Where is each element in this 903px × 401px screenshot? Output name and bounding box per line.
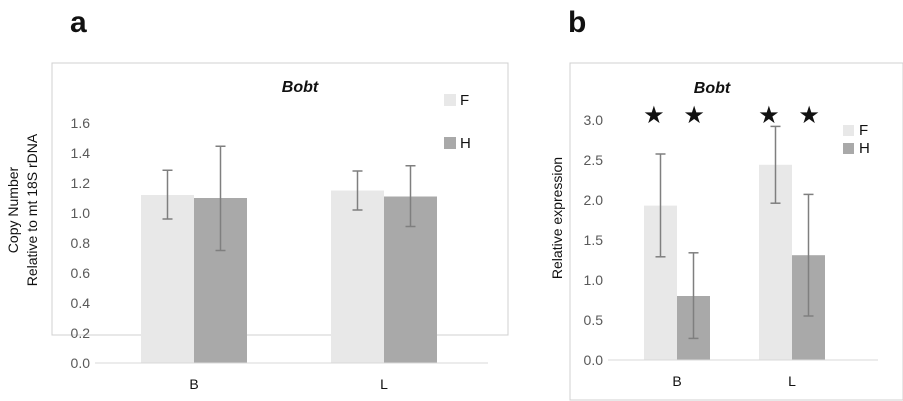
chart-b-y-tick-label: 3.0 [584,112,604,128]
chart-a-y-axis-label: Copy Number [5,166,21,253]
chart-b-y-tick-label: 0.0 [584,352,604,368]
chart-a-bar-F-B [141,195,194,363]
panel-label-a: a [70,6,87,39]
chart-b-y-tick-label: 1.0 [584,272,604,288]
chart-a-y-tick-label: 1.2 [71,175,91,191]
chart-b-legend-swatch-H [843,143,854,154]
chart-a-legend-swatch-H [444,137,456,149]
chart-a-legend-label: H [460,135,471,152]
chart-b-significance-stars: ★ ★ [758,102,826,129]
chart-b-y-tick-label: 2.5 [584,152,604,168]
chart-b-title: Bobt [694,80,731,97]
chart-b-significance-stars: ★ ★ [643,102,711,129]
chart-b-legend-label: H [859,140,870,157]
chart-b-y-tick-label: 1.5 [584,232,604,248]
chart-b-y-tick-label: 0.5 [584,312,604,328]
chart-a-y-tick-label: 1.0 [71,205,91,221]
chart-a-y-tick-label: 0.4 [71,295,91,311]
chart-a-title: Bobt [282,79,319,96]
chart-b-frame [569,62,903,401]
chart-a-y-tick-label: 0.2 [71,325,91,341]
chart-b-y-axis-label: Relative expression [549,157,565,279]
chart-b-legend-label: F [859,122,868,139]
chart-a-legend-label: F [460,92,469,109]
chart-b-y-tick-label: 2.0 [584,192,604,208]
chart-a-frame [51,62,509,336]
chart-a-legend-swatch-F [444,94,456,106]
chart-a-y-tick-label: 1.6 [71,115,91,131]
chart-a-y-axis-label: Relative to mt 18S rDNA [24,133,40,286]
chart-b-legend-swatch-F [843,125,854,136]
chart-a-y-tick-label: 1.4 [71,145,91,161]
chart-a-x-tick-label: B [189,376,198,392]
chart-a-y-tick-label: 0.8 [71,235,91,251]
panel-label-b: b [568,6,587,39]
chart-b-x-tick-label: L [788,373,796,389]
chart-a-y-tick-label: 0.0 [71,355,91,371]
chart-b-x-tick-label: B [672,373,681,389]
chart-a-bar-F-L [331,190,384,363]
chart-a-y-tick-label: 0.6 [71,265,91,281]
chart-a-x-tick-label: L [380,376,388,392]
